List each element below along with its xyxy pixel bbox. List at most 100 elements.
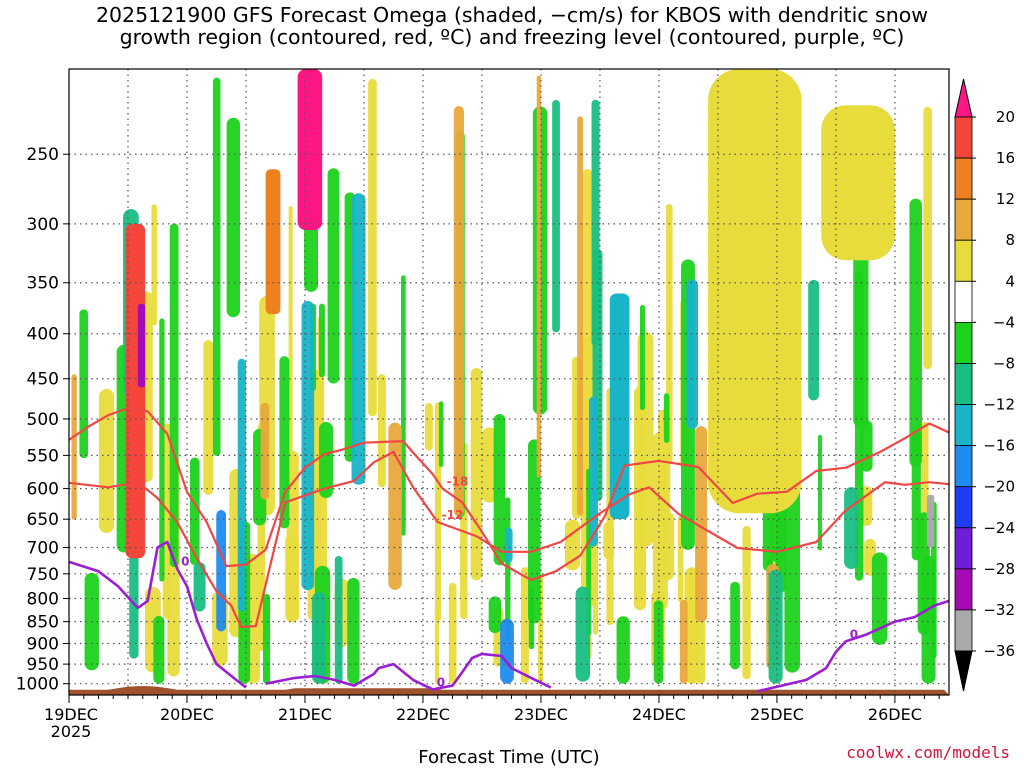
freezing-level-contour [69, 540, 247, 689]
colorbar-swatch [954, 486, 973, 529]
omega-shade-cell [327, 168, 340, 384]
omega-shade-cell [279, 356, 290, 529]
omega-shade-cell [216, 510, 227, 632]
colorbar-label: −8 [993, 354, 1015, 372]
omega-shade-feature [926, 494, 935, 548]
omega-shade-feature [609, 293, 630, 520]
y-tick-label: 950 [27, 655, 59, 675]
colorbar-label: −20 [983, 478, 1015, 496]
omega-shade-cell [679, 599, 688, 684]
omega-shade-cell [470, 367, 483, 581]
omega-shade-feature [265, 169, 281, 315]
x-tick-label: 25DEC [750, 705, 804, 724]
x-year-label: 2025 [51, 722, 92, 741]
omega-shade-cell [347, 577, 360, 684]
omega-shade-cell [288, 206, 293, 489]
colorbar-swatch [954, 280, 973, 323]
omega-shade-cell [923, 106, 932, 370]
colorbar-label: −24 [983, 519, 1015, 537]
omega-shade-cell [552, 100, 560, 333]
omega-shade-cell [311, 592, 327, 684]
omega-shade-cell [79, 309, 89, 459]
x-tick-label: 24DEC [632, 705, 686, 724]
dendritic-contour [69, 450, 949, 629]
plot-frame [68, 68, 950, 696]
omega-shade-cell [860, 486, 873, 526]
omega-shade-cell [768, 569, 783, 684]
omega-shade-cell [817, 435, 822, 551]
omega-shade-cell [98, 388, 115, 533]
y-axis: 2503003504004505005506006507007508008509… [16, 145, 69, 695]
omega-shade-cell [301, 300, 315, 591]
colorbar-label: 16 [996, 149, 1015, 167]
colorbar-swatch [954, 527, 973, 570]
omega-shade-feature [297, 69, 323, 231]
contour-layer: -12 -18 0 0 0 [69, 407, 949, 693]
colorbar-label: −36 [983, 642, 1015, 660]
terrain-layer [69, 686, 949, 695]
y-tick-label: 500 [27, 410, 59, 430]
colorbar-label: −4 [993, 313, 1015, 331]
omega-shade-cell [536, 75, 541, 478]
chart-title: 2025121900 GFS Forecast Omega (shaded, −… [95, 3, 929, 49]
colorbar-swatch [954, 239, 973, 282]
omega-shade-cell [377, 374, 386, 488]
omega-shade-cell [71, 374, 77, 520]
colorbar-label: −12 [983, 396, 1015, 414]
y-tick-label: 1000 [16, 675, 59, 695]
y-tick-label: 350 [27, 274, 59, 294]
omega-shade-cell [633, 386, 647, 611]
omega-shade-cell [686, 279, 699, 429]
x-tick-label: 19DEC [44, 705, 98, 724]
colorbar-swatch [954, 363, 973, 405]
omega-shade-cell [909, 198, 922, 468]
omega-shade-cell [285, 534, 300, 623]
omega-shade-cell [695, 426, 708, 623]
omega-shade-cell [189, 457, 200, 566]
y-tick-label: 550 [27, 446, 59, 466]
omega-shade-cell [368, 78, 377, 417]
colorbar-bottom-arrow [954, 650, 973, 692]
omega-shade-cell [151, 204, 157, 326]
omega-shade-cell [663, 393, 670, 443]
contour-label: -18 [447, 475, 469, 489]
omega-shade-cell [453, 106, 464, 517]
omega-shade-feature [821, 105, 895, 261]
contour-label: 0 [437, 675, 445, 689]
y-tick-label: 800 [27, 589, 59, 609]
omega-shade-cell [482, 427, 497, 503]
y-tick-label: 850 [27, 613, 59, 633]
omega-shade-cell [695, 618, 706, 684]
x-tick-label: 20DEC [160, 705, 214, 724]
omega-shade-feature [708, 69, 802, 514]
colorbar-swatch [954, 568, 973, 611]
omega-shade-cell [784, 464, 800, 673]
freezing-level-contour [265, 652, 552, 691]
x-tick-label: 23DEC [514, 705, 568, 724]
contour-label: -12 [442, 508, 464, 522]
omega-shade-cell [575, 586, 591, 682]
colorbar-swatch [954, 609, 973, 652]
colorbar: 20 16 12 8 4 −4 −8 −12 −16 −20 −24 −28 −32 −36 [954, 78, 1015, 692]
omega-shade-cell [504, 527, 513, 563]
omega-shade-cell [193, 562, 206, 612]
omega-shade-cell [730, 581, 740, 670]
omega-shade-cell [500, 618, 514, 684]
omega-shade-cell [159, 318, 165, 582]
omega-shade-cell [616, 616, 630, 684]
omega-shade-cell [237, 358, 246, 612]
y-tick-label: 650 [27, 510, 59, 530]
omega-shade-cell [260, 402, 270, 500]
omega-shade-cell [319, 422, 334, 499]
x-tick-label: 22DEC [396, 705, 450, 724]
omega-shade-cell [262, 593, 271, 684]
omega-shade-cell [493, 413, 506, 566]
omega-shade-cell [203, 340, 214, 495]
omega-shade-cell [424, 403, 433, 451]
omega-shade-cell [434, 604, 440, 684]
colorbar-label: −28 [983, 560, 1015, 578]
omega-shade-cell [588, 396, 598, 547]
y-tick-label: 250 [27, 145, 59, 165]
contour-label: 0 [850, 627, 858, 641]
